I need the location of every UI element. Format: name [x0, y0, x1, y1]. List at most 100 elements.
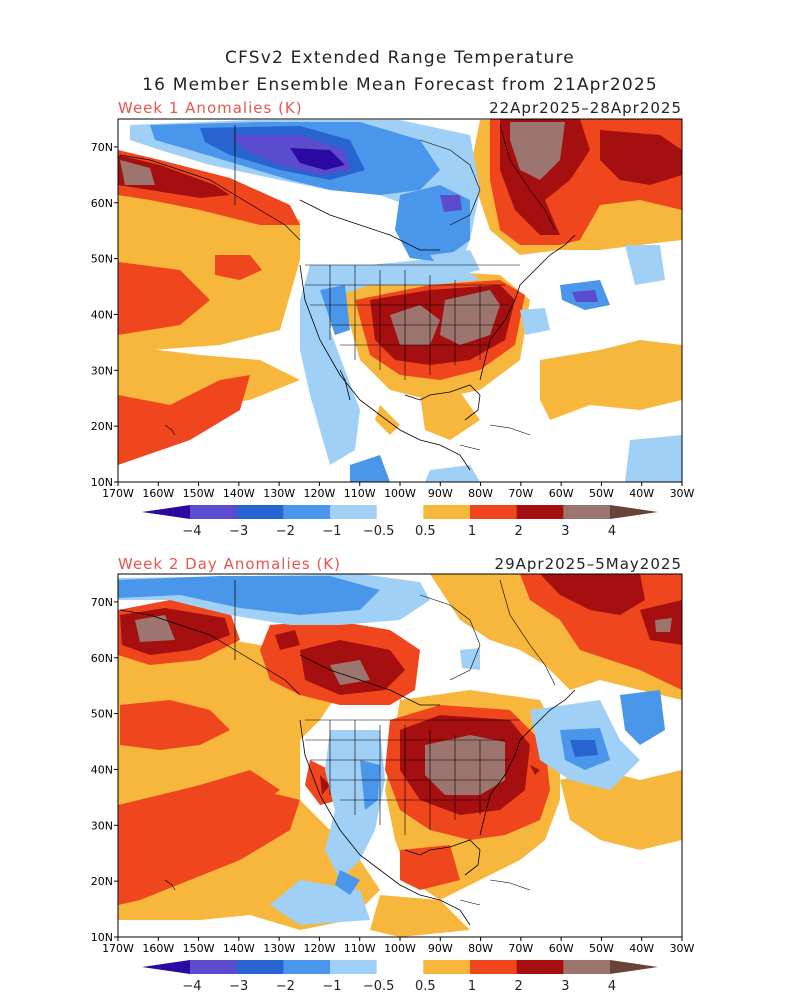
- lon-label: 60W: [549, 487, 574, 500]
- colorbar-label: 0.5: [415, 979, 436, 994]
- lat-label: 30N: [91, 819, 113, 832]
- colorbar-segment: [470, 960, 518, 974]
- lat-label: 50N: [91, 253, 113, 266]
- colorbar-segment: [330, 505, 378, 519]
- colorbar-label: −3: [229, 524, 248, 539]
- colorbar-segment: [516, 960, 564, 974]
- colorbar-label: 4: [608, 979, 616, 994]
- panel-1-map: 170W 160W 150W 140W 130W 120W 110W 100W 90W 80W 70…: [91, 118, 695, 500]
- lon-label: 170W: [102, 487, 134, 500]
- lon-label: 90W: [428, 942, 453, 955]
- colorbar-segment: [283, 505, 331, 519]
- colorbar-label: 0.5: [415, 524, 436, 539]
- colorbar-label: 2: [515, 979, 523, 994]
- colorbar-label: 1: [468, 979, 476, 994]
- lat-label: 40N: [91, 308, 113, 321]
- panel-1-anomaly-field: [118, 119, 682, 482]
- colorbar-segment: [516, 505, 564, 519]
- lon-label: 130W: [263, 942, 295, 955]
- panel-2-axes: 170W 160W 150W 140W 130W 120W 110W 100W 90W 80W 70…: [91, 596, 695, 955]
- colorbar-label: −1: [322, 524, 341, 539]
- lat-label: 40N: [91, 763, 113, 776]
- lat-label: 10N: [91, 476, 113, 489]
- panel-1-title: Week 1 Anomalies (K): [118, 99, 303, 117]
- lon-label: 170W: [102, 942, 134, 955]
- colorbar-segment: [376, 960, 424, 974]
- lat-label: 70N: [91, 596, 113, 609]
- colorbar-segment: [423, 960, 471, 974]
- lon-label: 50W: [589, 487, 614, 500]
- lat-label: 30N: [91, 364, 113, 377]
- chart-title-line-1: CFSv2 Extended Range Temperature: [225, 48, 575, 68]
- lon-label: 100W: [384, 487, 416, 500]
- colorbar-segment: [142, 960, 190, 974]
- lon-label: 160W: [142, 487, 174, 500]
- colorbar-label: −1: [322, 979, 341, 994]
- lon-label: 100W: [384, 942, 416, 955]
- colorbar-label: −0.5: [363, 524, 395, 539]
- lat-label: 70N: [91, 141, 113, 154]
- colorbar-segment: [236, 960, 284, 974]
- colorbar-segment: [470, 505, 518, 519]
- lon-label: 150W: [183, 942, 215, 955]
- colorbar-segment: [190, 960, 238, 974]
- colorbar-segment: [376, 505, 424, 519]
- colorbar-segment: [330, 960, 378, 974]
- colorbar-label: −3: [229, 979, 248, 994]
- lon-label: 30W: [670, 487, 695, 500]
- lon-label: 140W: [223, 487, 255, 500]
- lon-label: 110W: [344, 487, 376, 500]
- panel-2-dates: 29Apr2025–5May2025: [494, 555, 682, 573]
- lon-label: 30W: [670, 942, 695, 955]
- colorbar-label: −2: [276, 524, 295, 539]
- lon-label: 80W: [468, 487, 493, 500]
- lon-label: 140W: [223, 942, 255, 955]
- lon-label: 160W: [142, 942, 174, 955]
- panel-2-map: 170W 160W 150W 140W 130W 120W 110W 100W 90W 80W 70…: [91, 573, 695, 955]
- colorbar-segment: [236, 505, 284, 519]
- chart-title-line-2: 16 Member Ensemble Mean Forecast from 21…: [142, 75, 658, 95]
- colorbar-label: 3: [561, 979, 569, 994]
- panel-2-title: Week 2 Day Anomalies (K): [118, 555, 341, 573]
- lon-label: 130W: [263, 487, 295, 500]
- lat-label: 20N: [91, 875, 113, 888]
- colorbar-label: 3: [561, 524, 569, 539]
- colorbar-label: −0.5: [363, 979, 395, 994]
- panel-1-dates: 22Apr2025–28Apr2025: [489, 99, 682, 117]
- colorbar-label: −4: [182, 524, 201, 539]
- lon-label: 150W: [183, 487, 215, 500]
- lon-label: 60W: [549, 942, 574, 955]
- panel-1-axes: 170W 160W 150W 140W 130W 120W 110W 100W 90W 80W 70…: [91, 141, 695, 500]
- colorbar-segment: [423, 505, 471, 519]
- lat-label: 60N: [91, 197, 113, 210]
- lon-label: 40W: [629, 487, 654, 500]
- lat-label: 10N: [91, 931, 113, 944]
- lon-label: 80W: [468, 942, 493, 955]
- colorbar-1: −4 −3 −2 −1 −0.5 0.5 1 2 3 4: [142, 505, 658, 539]
- lat-label: 50N: [91, 708, 113, 721]
- colorbar-label: 4: [608, 524, 616, 539]
- colorbar-segment: [610, 960, 658, 974]
- colorbar-label: −2: [276, 979, 295, 994]
- colorbar-label: 1: [468, 524, 476, 539]
- panel-2-anomaly-field: [118, 574, 682, 937]
- colorbar-segment: [283, 960, 331, 974]
- lon-label: 40W: [629, 942, 654, 955]
- lat-label: 60N: [91, 652, 113, 665]
- colorbar-segment: [563, 960, 611, 974]
- colorbar-segment: [610, 505, 658, 519]
- lon-label: 120W: [303, 487, 335, 500]
- colorbar-segment: [190, 505, 238, 519]
- colorbar-2: −4 −3 −2 −1 −0.5 0.5 1 2 3 4: [142, 960, 658, 994]
- lon-label: 70W: [508, 487, 533, 500]
- colorbar-segment: [563, 505, 611, 519]
- lon-label: 110W: [344, 942, 376, 955]
- lat-label: 20N: [91, 420, 113, 433]
- colorbar-label: −4: [182, 979, 201, 994]
- lon-label: 70W: [508, 942, 533, 955]
- lon-label: 50W: [589, 942, 614, 955]
- lon-label: 120W: [303, 942, 335, 955]
- lon-label: 90W: [428, 487, 453, 500]
- colorbar-label: 2: [515, 524, 523, 539]
